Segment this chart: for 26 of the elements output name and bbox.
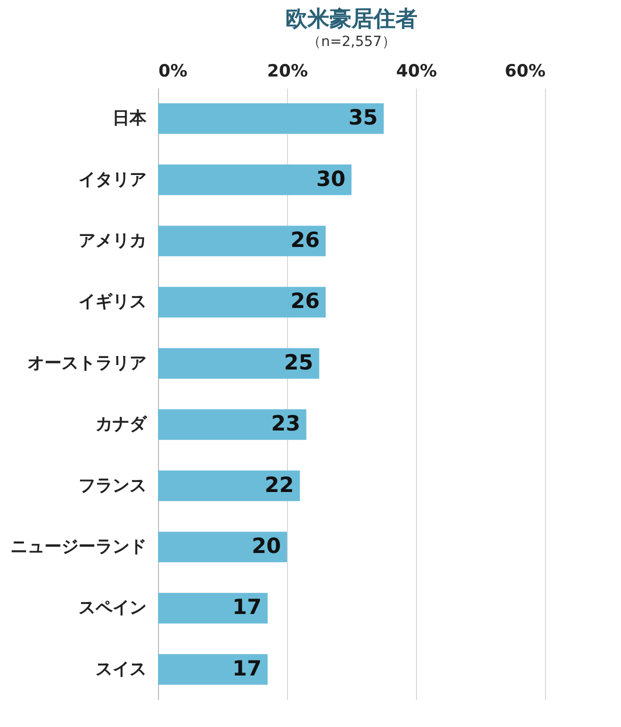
y-tick-label: 日本 xyxy=(112,108,148,129)
y-tick-label: スペイン xyxy=(78,598,146,618)
chart-title: 欧米豪居住者 xyxy=(286,7,418,32)
y-tick-label: カナダ xyxy=(96,414,148,435)
data-label: 23 xyxy=(271,412,300,436)
chart-subtitle: （n=2,557） xyxy=(307,34,396,50)
y-tick-label: イギリス xyxy=(78,292,146,312)
x-tick-label: 0% xyxy=(158,62,188,82)
data-label: 30 xyxy=(316,166,346,191)
data-label: 22 xyxy=(264,472,294,497)
data-label: 20 xyxy=(252,534,281,558)
y-tick-label: オーストラリア xyxy=(28,353,146,374)
data-label: 25 xyxy=(284,350,314,374)
y-tick-label: フランス xyxy=(78,476,146,496)
data-label: 26 xyxy=(290,289,320,314)
data-label: 17 xyxy=(232,595,262,620)
data-label: 35 xyxy=(348,106,378,130)
data-label: 17 xyxy=(232,656,262,680)
x-tick-label: 60% xyxy=(504,62,546,82)
x-tick-label: 40% xyxy=(396,62,437,82)
data-label: 26 xyxy=(290,228,320,252)
y-tick-label: ニュージーランド xyxy=(10,537,146,557)
y-tick-label: スイス xyxy=(96,659,146,680)
y-tick-label: アメリカ xyxy=(78,231,146,251)
y-tick-label: イタリア xyxy=(78,170,146,190)
x-tick-label: 20% xyxy=(267,62,308,82)
